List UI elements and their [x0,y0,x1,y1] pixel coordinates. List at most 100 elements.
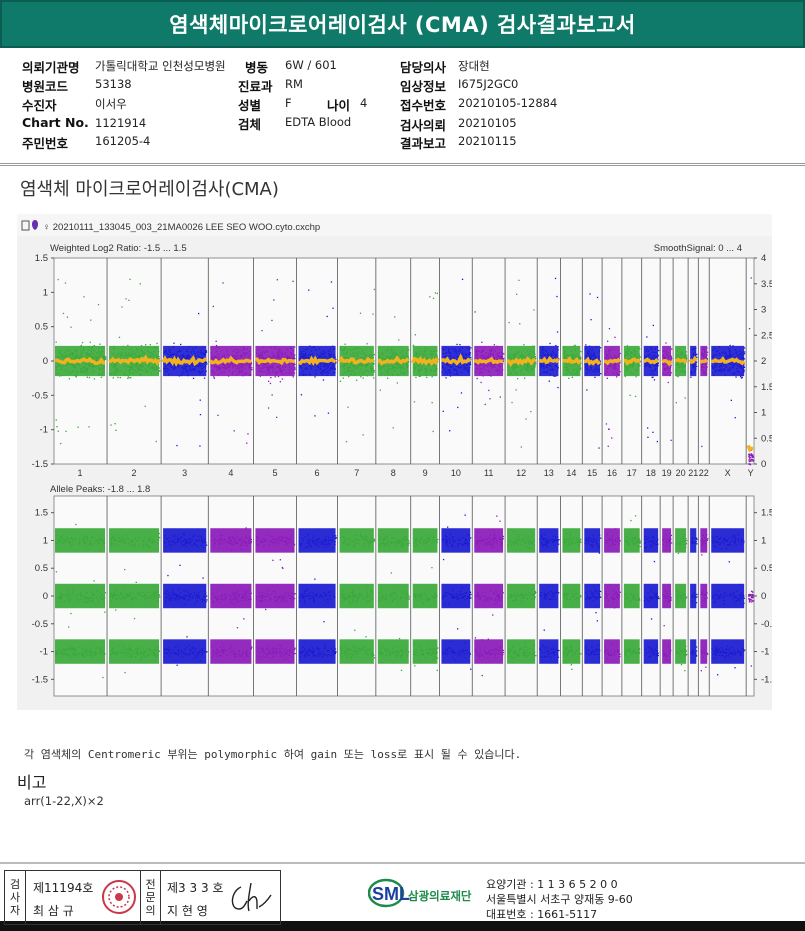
data-point [55,571,58,573]
top-panel-right-title: SmoothSignal: 0 ... 4 [654,243,742,254]
data-point [431,402,433,404]
data-point [685,351,687,353]
smooth-signal-line [603,357,622,366]
data-point [530,411,532,413]
data-point [335,362,337,364]
data-point [269,382,272,385]
data-point [470,356,472,359]
info-value: 1121914 [95,116,147,130]
data-point [748,463,750,465]
chromosome-label: 9 [423,468,428,478]
data-point [579,368,582,370]
chromosome-label: Y [748,468,754,478]
info-label: 성별 [238,98,262,113]
data-point [639,356,641,358]
y2-tick-label: 0.5 [761,433,772,444]
data-point [751,454,753,456]
data-point [203,377,206,379]
data-point [743,353,746,355]
data-point [159,370,161,372]
data-point [696,365,698,368]
y2-tick-label: 0 [761,591,766,602]
info-label: 검체 [238,117,262,132]
data-point [158,367,160,369]
data-point [488,389,490,392]
data-point [276,279,278,281]
data-point [75,376,77,378]
data-point [750,453,752,455]
data-point [624,375,626,377]
data-point [57,430,59,432]
info-label: 담당의사 [400,60,447,75]
data-point [734,417,736,419]
info-label: 나이 [327,98,351,113]
data-point [294,363,296,365]
data-point [308,289,310,291]
data-point [250,363,253,365]
data-point [517,378,519,380]
chromosome-label: 17 [627,468,637,478]
data-point [330,281,333,283]
data-point [64,282,67,284]
data-point [606,377,608,379]
smooth-signal-line [108,354,161,366]
data-point [619,352,621,355]
data-point [696,356,698,358]
report-title: 염색체마이크로어레이검사 (CMA) 검사결과보고서 [0,0,805,48]
data-point [247,433,249,435]
data-point [670,439,672,441]
chromosome-label: 5 [272,468,277,478]
info-value: I675J2GC0 [458,77,519,91]
data-point [706,358,708,360]
data-point [173,342,175,344]
data-point [373,363,375,365]
data-point [515,389,517,391]
info-value: 가톨릭대학교 인천성모병원 [95,59,226,73]
smooth-signal-line [661,359,673,367]
data-point [394,316,396,318]
data-point [750,277,752,279]
data-point [246,442,248,444]
data-point [652,324,654,327]
data-point [332,307,334,309]
data-point [585,344,587,346]
data-point [202,577,204,579]
section-title: 염색체 마이크로어레이검사(CMA) [20,179,279,200]
data-point [199,445,201,447]
data-point [748,453,751,455]
data-point [548,380,550,382]
data-point [519,323,521,325]
data-point [432,430,434,433]
data-point [748,328,751,330]
data-point [557,386,559,389]
smooth-signal-line [411,355,439,367]
y2-tick-label: 4 [761,253,766,264]
smooth-signal-line [254,357,295,366]
data-point [129,278,131,280]
chromosome-label: 15 [587,468,597,478]
data-point [281,378,284,380]
info-label: 진료과 [238,79,273,94]
data-point [271,319,273,322]
y-tick-label: 1 [43,535,48,546]
y2-tick-label: 2 [761,356,766,367]
data-point [750,459,752,461]
data-point [372,313,374,315]
data-point [259,375,261,377]
info-label: 의뢰기관명 [22,60,80,75]
data-point [70,326,72,328]
data-point [130,377,132,379]
data-point [292,376,294,378]
data-point [740,376,742,378]
data-point [119,377,121,379]
info-value: 161205-4 [95,134,151,148]
data-point [105,356,107,358]
data-point [502,359,505,361]
data-point [292,280,294,282]
data-point [695,361,698,363]
data-point [481,341,483,343]
data-point [135,581,137,583]
data-point [750,460,752,462]
data-point [56,426,58,428]
data-point [432,297,435,299]
